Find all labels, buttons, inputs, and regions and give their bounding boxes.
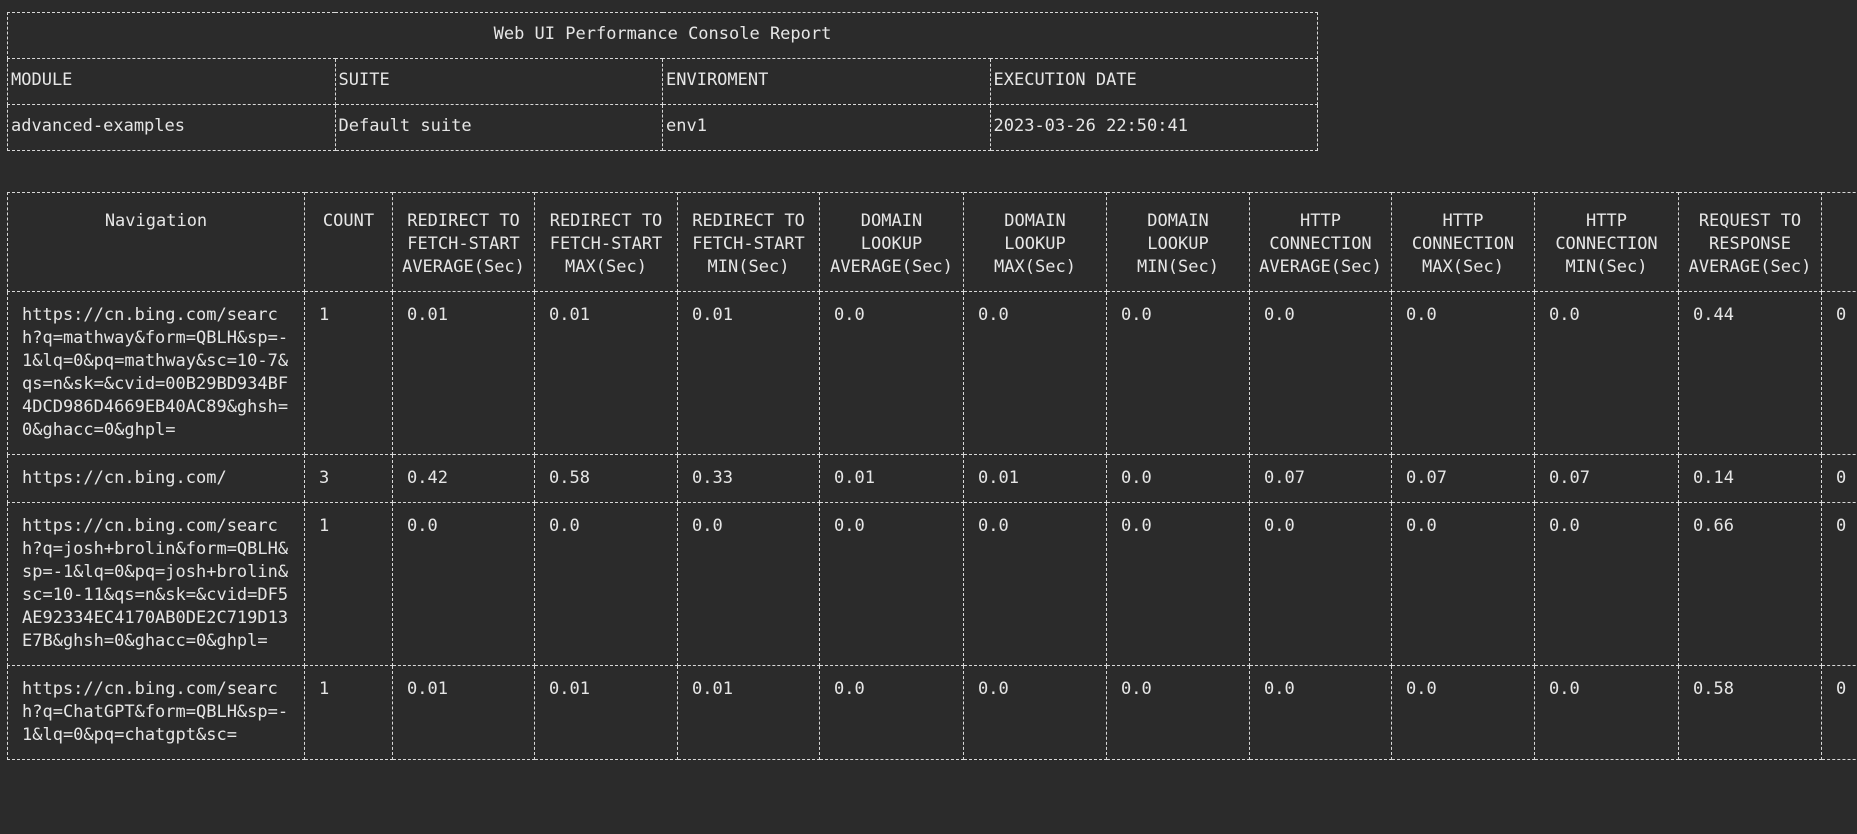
metric-cell: 0.01 (819, 454, 964, 503)
metric-cell: 0.01 (534, 291, 678, 455)
metric-cell: 0.0 (534, 502, 678, 666)
data-row: https://cn.bing.com/search?q=josh+brolin… (7, 502, 1857, 666)
metric-cell: 1 (304, 291, 393, 455)
metric-cell: 0.01 (534, 665, 678, 760)
meta-cell: 2023-03-26 22:50:41 (989, 104, 1318, 151)
metric-cell: 0.0 (819, 665, 964, 760)
metric-cell: 0.14 (1678, 454, 1822, 503)
metric-cell: 0.0 (1534, 502, 1679, 666)
metric-cell: 0.0 (1534, 665, 1679, 760)
metric-cell: 0.07 (1534, 454, 1679, 503)
column-header: COUNT (304, 192, 393, 292)
column-header: DOMAIN LOOKUP MIN(Sec) (1106, 192, 1250, 292)
meta-cell: advanced-examples (7, 104, 336, 151)
report-title: Web UI Performance Console Report (7, 12, 1318, 59)
metric-cell: 0.0 (1391, 665, 1535, 760)
metric-cell: 0.0 (1249, 291, 1392, 455)
metric-cell: 0.0 (1106, 291, 1250, 455)
metric-cell: 0.0 (963, 665, 1107, 760)
metric-cell: 1 (304, 502, 393, 666)
metric-cell: 0 (1821, 291, 1857, 455)
column-header: Navigation (7, 192, 305, 292)
metric-cell: 0.0 (392, 502, 535, 666)
metric-cell: 0.01 (963, 454, 1107, 503)
metric-cell: 0.0 (819, 291, 964, 455)
metric-cell: 0.58 (534, 454, 678, 503)
metric-cell: 0.01 (677, 665, 820, 760)
metric-cell: 0 (1821, 502, 1857, 666)
metric-cell: 0.0 (677, 502, 820, 666)
metric-cell: 0 (1821, 454, 1857, 503)
column-header: HTTP CONNECTION AVERAGE(Sec) (1249, 192, 1392, 292)
metric-cell: 0.07 (1249, 454, 1392, 503)
header-row: Navigation COUNT REDIRECT TO FETCH-START A… (7, 192, 1857, 292)
navigation-url: https://cn.bing.com/search?q=josh+brolin… (7, 502, 305, 666)
metric-cell: 0.66 (1678, 502, 1822, 666)
metric-cell: 0.0 (819, 502, 964, 666)
metric-cell: 0.33 (677, 454, 820, 503)
column-header: DOMAIN LOOKUP AVERAGE(Sec) (819, 192, 964, 292)
meta-cell: Default suite (334, 104, 663, 151)
metric-cell: 0.0 (1249, 665, 1392, 760)
metric-cell: 0.0 (1391, 291, 1535, 455)
metric-cell: 0.42 (392, 454, 535, 503)
column-header: HTTP CONNECTION MAX(Sec) (1391, 192, 1535, 292)
column-header: R (1821, 192, 1857, 292)
meta-table: Web UI Performance Console Report MODULE S… (7, 12, 1318, 151)
column-header: DOMAIN LOOKUP MAX(Sec) (963, 192, 1107, 292)
column-header: REDIRECT TO FETCH-START MIN(Sec) (677, 192, 820, 292)
meta-header: SUITE (334, 58, 663, 105)
navigation-url: https://cn.bing.com/search?q=ChatGPT&for… (7, 665, 305, 760)
meta-header-row: MODULE SUITE ENVIROMENT EXECUTION DATE (7, 58, 1318, 105)
data-row: https://cn.bing.com/search?q=mathway&for… (7, 291, 1857, 455)
metric-cell: 3 (304, 454, 393, 503)
metric-cell: 0.0 (1249, 502, 1392, 666)
metric-cell: 0.0 (963, 291, 1107, 455)
column-header: REQUEST TO RESPONSE AVERAGE(Sec) (1678, 192, 1822, 292)
metric-cell: 0.01 (677, 291, 820, 455)
meta-row: advanced-examples Default suite env1 2023-0… (7, 104, 1318, 151)
meta-header: MODULE (7, 58, 336, 105)
metric-cell: 1 (304, 665, 393, 760)
column-header: HTTP CONNECTION MIN(Sec) (1534, 192, 1679, 292)
metric-cell: 0.07 (1391, 454, 1535, 503)
metric-cell: 0 (1821, 665, 1857, 760)
navigation-url: https://cn.bing.com/search?q=mathway&for… (7, 291, 305, 455)
performance-table: Navigation COUNT REDIRECT TO FETCH-START A… (7, 192, 1857, 760)
data-row: https://cn.bing.com/search?q=ChatGPT&for… (7, 665, 1857, 760)
meta-cell: env1 (662, 104, 991, 151)
metric-cell: 0.0 (1106, 502, 1250, 666)
metric-cell: 0.0 (1106, 454, 1250, 503)
metric-cell: 0.0 (1391, 502, 1535, 666)
column-header: REDIRECT TO FETCH-START MAX(Sec) (534, 192, 678, 292)
meta-header: ENVIROMENT (662, 58, 991, 105)
metric-cell: 0.44 (1678, 291, 1822, 455)
metric-cell: 0.01 (392, 291, 535, 455)
metric-cell: 0.0 (1534, 291, 1679, 455)
title-row: Web UI Performance Console Report (7, 12, 1318, 59)
data-row: https://cn.bing.com/3 0.42 0.58 0.33 0.01 0.0… (7, 454, 1857, 503)
column-header: REDIRECT TO FETCH-START AVERAGE(Sec) (392, 192, 535, 292)
metric-cell: 0.0 (963, 502, 1107, 666)
metric-cell: 0.01 (392, 665, 535, 760)
metric-cell: 0.0 (1106, 665, 1250, 760)
meta-header: EXECUTION DATE (989, 58, 1318, 105)
metric-cell: 0.58 (1678, 665, 1822, 760)
navigation-url: https://cn.bing.com/ (7, 454, 305, 503)
